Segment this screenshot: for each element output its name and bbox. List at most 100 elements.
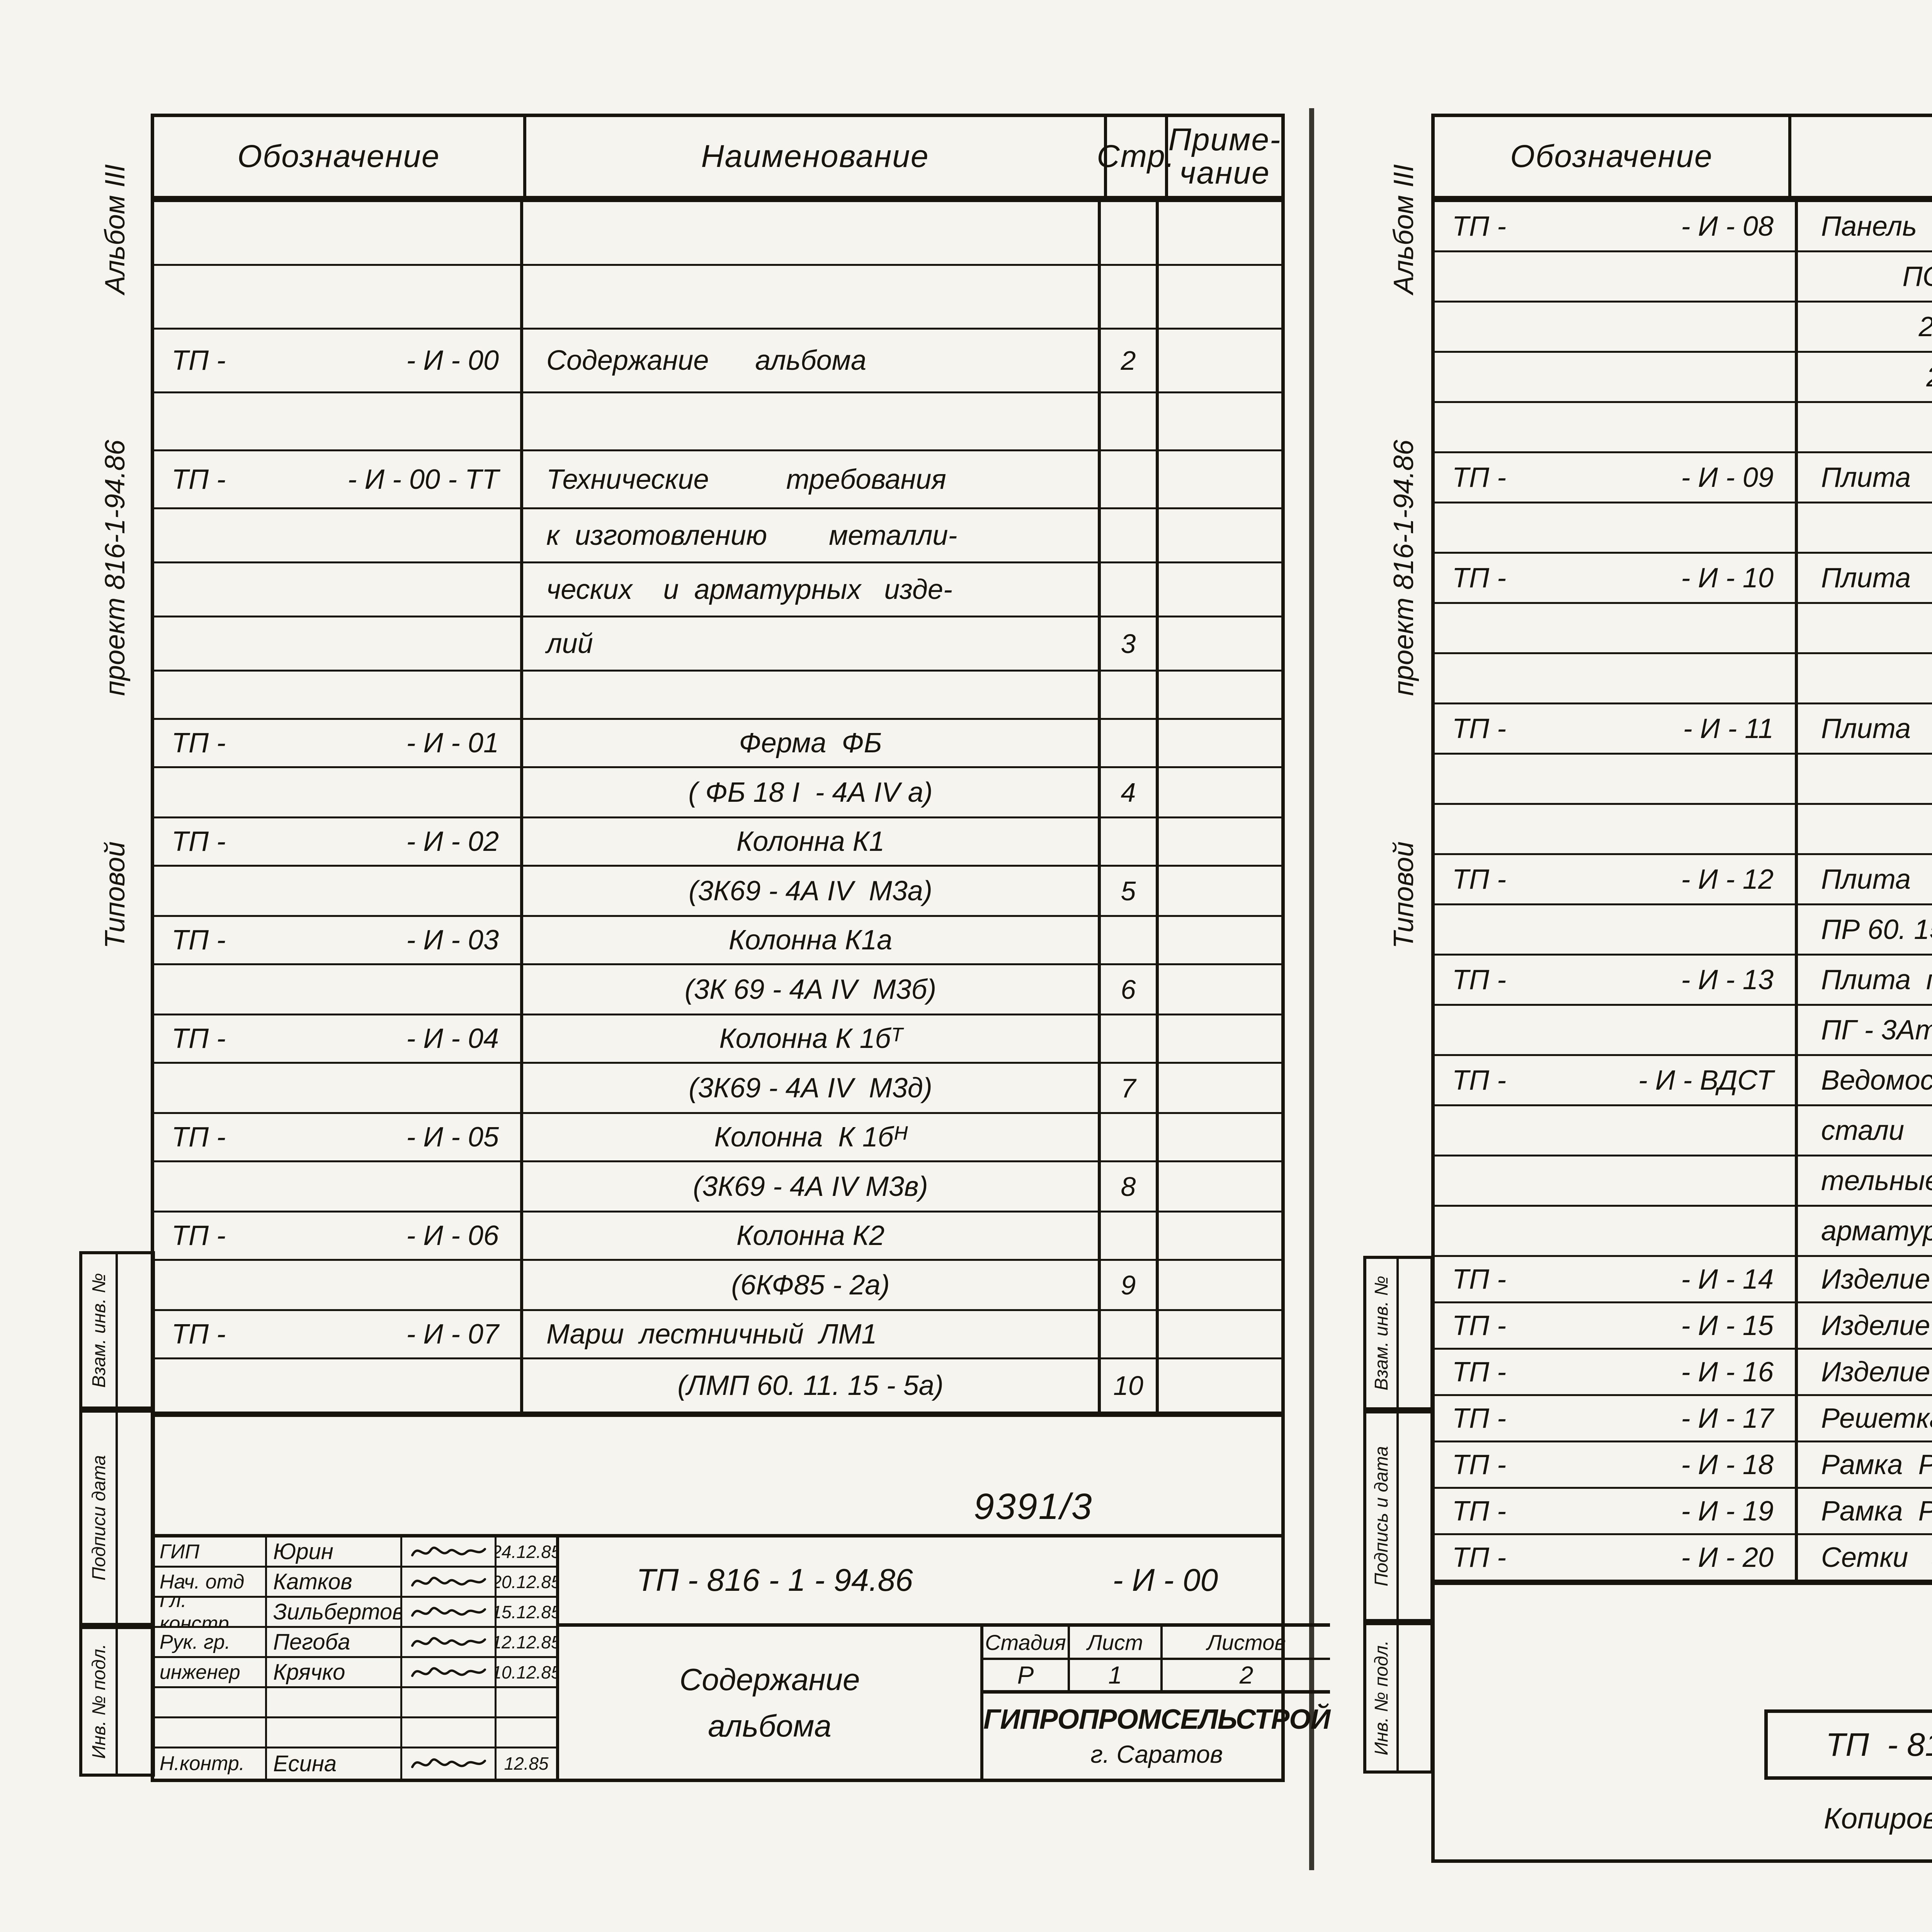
cell-designation: [1435, 654, 1798, 702]
table-row: тельные закладные и: [1435, 1156, 1932, 1207]
cell-name: стали на дополни-: [1798, 1106, 1932, 1155]
side-label-part: Типовой: [99, 841, 131, 949]
signature-row: Н.контр. Есина 12.85: [154, 1748, 556, 1779]
stage-header-row: Стадия Лист Листов: [983, 1627, 1330, 1660]
table-row: [1435, 503, 1932, 554]
cell-page: [1101, 917, 1159, 963]
doc-designation-suffix: - И - 00: [1112, 1563, 1218, 1598]
signature-icon: [411, 1546, 486, 1556]
cell-note: [1159, 768, 1281, 816]
cell-page: 2: [1101, 330, 1159, 391]
table-row: ТП -- И - 17Решетка для вытирания ног Р1…: [1435, 1396, 1932, 1442]
cell-name: Содержание альбома: [523, 330, 1101, 391]
cell-designation: ТП -- И - 08: [1435, 202, 1798, 250]
stage-header: Стадия: [983, 1627, 1070, 1658]
header-note-line1: Приме-: [1168, 122, 1281, 157]
cell-designation: [154, 965, 523, 1014]
left-stamp-number: 9391/3: [974, 1486, 1093, 1527]
table-row: ПР 60. 15 - 8АТ VТж13: [1435, 654, 1932, 704]
side-label-part: проект 816-1-94.86: [1388, 440, 1419, 696]
cell-name: Рамка РМ2 ; РМ4: [1798, 1489, 1932, 1533]
table-row: ПР 60. 15 - 8АТ VТб: [1435, 755, 1932, 805]
cell-name: [1798, 503, 1932, 552]
signature-role: [154, 1688, 267, 1716]
header-designation: Обозначение: [154, 117, 526, 196]
cell-designation: ТП -- И - 01: [154, 720, 523, 766]
cell-note: [1159, 965, 1281, 1014]
sidebar-label: Взам. инв. №: [88, 1273, 109, 1388]
doc-title-line1: Содержание: [679, 1662, 860, 1697]
sidebar-divider: [116, 1413, 118, 1623]
signature-date: [497, 1718, 556, 1747]
signature-name: Пегоба: [267, 1628, 402, 1656]
cell-designation: [154, 1261, 523, 1309]
signature-cell: [402, 1658, 497, 1686]
cell-note: [1159, 1311, 1281, 1357]
cell-page: [1101, 1213, 1159, 1259]
sidebar-divider: [1396, 1625, 1399, 1770]
cell-note: [1159, 617, 1281, 670]
signature-role: Нач. отд: [154, 1568, 267, 1596]
cell-designation: ТП -- И - 03: [154, 917, 523, 963]
signature-row: Гл. констр.Зильбертов 15.12.85: [154, 1598, 556, 1628]
cell-page: [1101, 509, 1159, 561]
signature-cell: [402, 1748, 497, 1779]
signature-role: инженер: [154, 1658, 267, 1686]
cell-name: Ферма ФБ: [523, 720, 1101, 766]
table-row: (3К69 - 4А IV М3в) 8: [154, 1162, 1281, 1213]
signature-date: 24.12.85: [497, 1541, 556, 1562]
right-side-label: Типовой проект 816-1-94.86 Альбом III: [1383, 164, 1424, 949]
signature-icon: [411, 1667, 486, 1677]
cell-designation: [1435, 503, 1798, 552]
sidebar-box-inv: Инв. № подл.: [79, 1626, 155, 1777]
cell-page: 9: [1101, 1261, 1159, 1309]
signature-date: 20.12.85: [497, 1571, 556, 1592]
cell-page: 6: [1101, 965, 1159, 1014]
cell-designation: ТП -- И - ВДСТ: [1435, 1056, 1798, 1104]
cell-designation: [154, 202, 523, 264]
cell-designation: ТП -- И - 15: [1435, 1303, 1798, 1348]
cell-designation: [154, 393, 523, 449]
header-page: Стр.: [1097, 117, 1175, 196]
cell-name: Плита перекрытия: [1798, 855, 1932, 903]
sheets-value: 2: [1239, 1661, 1253, 1689]
cell-name: 2ПС 15. 12. 2,5 - Л - 58а: [1798, 303, 1932, 351]
sidebar-box-vzam: Взам. инв. №: [1363, 1256, 1434, 1410]
table-row: арматурные изделия17: [1435, 1207, 1932, 1257]
organization-name: ГИПРОПРОМСЕЛЬСТРОЙ: [983, 1704, 1330, 1735]
table-header: Обозначение Наименование Стр. Приме- чан…: [1435, 117, 1932, 202]
cell-page: 4: [1101, 768, 1159, 816]
table-row: [154, 202, 1281, 266]
signature-cell: [402, 1537, 497, 1566]
cell-note: [1159, 1064, 1281, 1112]
cell-note: [1159, 1162, 1281, 1211]
table-row: ческих и арматурных изде-: [154, 563, 1281, 617]
cell-name: [523, 202, 1101, 264]
cell-note: [1159, 1261, 1281, 1309]
cell-name: к изготовлению металли-: [523, 509, 1101, 561]
cell-name: [523, 672, 1101, 718]
cell-note: [1159, 720, 1281, 766]
cell-name: Плита перекрытия: [1798, 554, 1932, 602]
cell-name: [523, 393, 1101, 449]
side-label-part: проект 816-1-94.86: [99, 440, 131, 696]
cell-page: 10: [1101, 1359, 1159, 1412]
cell-note: [1159, 202, 1281, 264]
cell-name: ПР 60. 15 - 8АТ VТб: [1798, 755, 1932, 803]
signature-icon: [411, 1637, 486, 1647]
cell-name: Колонна К 1бᵀ: [523, 1015, 1101, 1062]
cell-designation: [154, 266, 523, 328]
stage-value: Р: [983, 1660, 1070, 1690]
table-row: ТП -- И - 02 Колонна К1: [154, 818, 1281, 867]
cell-name: Рамка РМ1 ; РМ3: [1798, 1442, 1932, 1487]
cell-designation: [1435, 1106, 1798, 1155]
cell-page: [1101, 818, 1159, 865]
table-row: ( ФБ 18 I - 4А IV а) 4: [154, 768, 1281, 818]
table-row: лий 3: [154, 617, 1281, 672]
cell-name: Сетки арматурные С1; С2: [1798, 1535, 1932, 1580]
table-row: (3К69 - 4А IV М3д) 7: [154, 1064, 1281, 1114]
cell-name: (3К69 - 4А IV М3в): [523, 1162, 1101, 1211]
sheet-value: 1: [1070, 1660, 1163, 1690]
